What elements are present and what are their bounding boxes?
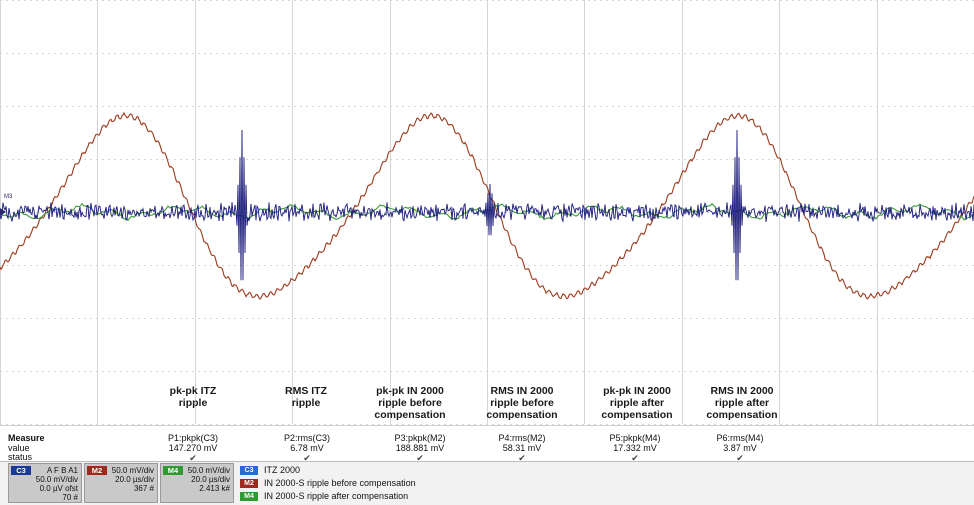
param-name: P5:pkpk(M4) xyxy=(609,433,661,443)
scope-plot xyxy=(0,0,974,425)
param-value: 188.881 mV xyxy=(395,443,445,453)
channel-descriptor-m2[interactable]: M2 50.0 mV/div 20.0 µs/div 367 # xyxy=(84,463,158,503)
ground-marker: M3 xyxy=(4,194,13,200)
channel-offset: 0.0 µV ofst xyxy=(39,484,78,493)
channel-descriptor-m4[interactable]: M4 50.0 mV/div 20.0 µs/div 2.413 k# xyxy=(160,463,234,503)
measure-cell-p2[interactable]: P2:rms(C3) 6.78 mV ✔ xyxy=(262,433,352,463)
param-value: 58.31 mV xyxy=(502,443,542,453)
param-name: P2:rms(C3) xyxy=(283,433,330,443)
legend-swatch: M4 xyxy=(240,492,258,501)
channel-vdiv: 50.0 mV/div xyxy=(187,466,230,475)
channel-count: 367 # xyxy=(133,484,154,493)
legend-item-m2[interactable]: M2 IN 2000-S ripple before compensation xyxy=(240,477,416,490)
annotation-pkpk-itz: pk-pk ITZ ripple xyxy=(169,385,217,409)
channel-tag: M2 xyxy=(87,466,107,475)
param-value: 17.332 mV xyxy=(613,443,657,453)
ground-marker-arrow xyxy=(0,208,6,216)
channel-vdiv: 50.0 mV/div xyxy=(111,466,154,475)
channel-count: 2.413 k# xyxy=(199,484,230,493)
measure-cell-p5[interactable]: P5:pkpk(M4) 17.332 mV ✔ xyxy=(590,433,680,463)
channel-count: 70 # xyxy=(62,493,78,502)
measure-cell-p1[interactable]: P1:pkpk(C3) 147.270 mV ✔ xyxy=(148,433,238,463)
status-check-icon: ✔ xyxy=(631,453,639,463)
annotation-rms-itz: RMS ITZ ripple xyxy=(285,385,327,409)
annotation-pkpk-after: pk-pk IN 2000 ripple after compensation xyxy=(601,385,673,421)
trace-m4-after xyxy=(0,202,974,222)
trace-m2-before xyxy=(0,111,974,300)
status-check-icon: ✔ xyxy=(518,453,526,463)
param-name: P6:rms(M4) xyxy=(716,433,764,443)
status-check-icon: ✔ xyxy=(189,453,197,463)
legend-item-m4[interactable]: M4 IN 2000-S ripple after compensation xyxy=(240,490,416,503)
channel-descriptor-c3[interactable]: C3 A F B A1 50.0 mV/div 0.0 µV ofst 70 # xyxy=(8,463,82,503)
legend-label: ITZ 2000 xyxy=(264,465,301,475)
annotation-rms-after: RMS IN 2000 ripple after compensation xyxy=(706,385,778,421)
measure-separator xyxy=(0,425,974,426)
param-name: P3:pkpk(M2) xyxy=(394,433,446,443)
trace-c3-itz xyxy=(0,129,974,281)
param-value: 6.78 mV xyxy=(290,443,324,453)
legend-swatch: C3 xyxy=(240,466,258,475)
channel-vdiv: 50.0 mV/div xyxy=(35,475,78,484)
value-label: value xyxy=(8,443,30,453)
status-check-icon: ✔ xyxy=(416,453,424,463)
measure-cell-p3[interactable]: P3:pkpk(M2) 188.881 mV ✔ xyxy=(375,433,465,463)
measure-label: Measure xyxy=(8,433,45,443)
param-value: 147.270 mV xyxy=(168,443,218,453)
legend-swatch: M2 xyxy=(240,479,258,488)
param-name: P4:rms(M2) xyxy=(498,433,546,443)
annotation-rms-before: RMS IN 2000 ripple before compensation xyxy=(486,385,558,421)
channel-tag: C3 xyxy=(11,466,31,475)
legend-label: IN 2000-S ripple after compensation xyxy=(264,491,409,501)
channel-timebase: 20.0 µs/div xyxy=(115,475,154,484)
status-check-icon: ✔ xyxy=(736,453,744,463)
param-value: 3.87 mV xyxy=(723,443,757,453)
channel-header: A F B A1 xyxy=(46,466,78,475)
measure-cell-p6[interactable]: P6:rms(M4) 3.87 mV ✔ xyxy=(695,433,785,463)
param-name: P1:pkpk(C3) xyxy=(167,433,219,443)
channel-tag: M4 xyxy=(163,466,183,475)
trace-legend: C3 ITZ 2000 M2 IN 2000-S ripple before c… xyxy=(240,464,416,503)
legend-item-c3[interactable]: C3 ITZ 2000 xyxy=(240,464,416,477)
measure-cell-p4[interactable]: P4:rms(M2) 58.31 mV ✔ xyxy=(477,433,567,463)
status-check-icon: ✔ xyxy=(303,453,311,463)
legend-label: IN 2000-S ripple before compensation xyxy=(264,478,416,488)
status-label: status xyxy=(8,452,33,462)
annotation-pkpk-before: pk-pk IN 2000 ripple before compensation xyxy=(374,385,446,421)
channel-timebase: 20.0 µs/div xyxy=(191,475,230,484)
